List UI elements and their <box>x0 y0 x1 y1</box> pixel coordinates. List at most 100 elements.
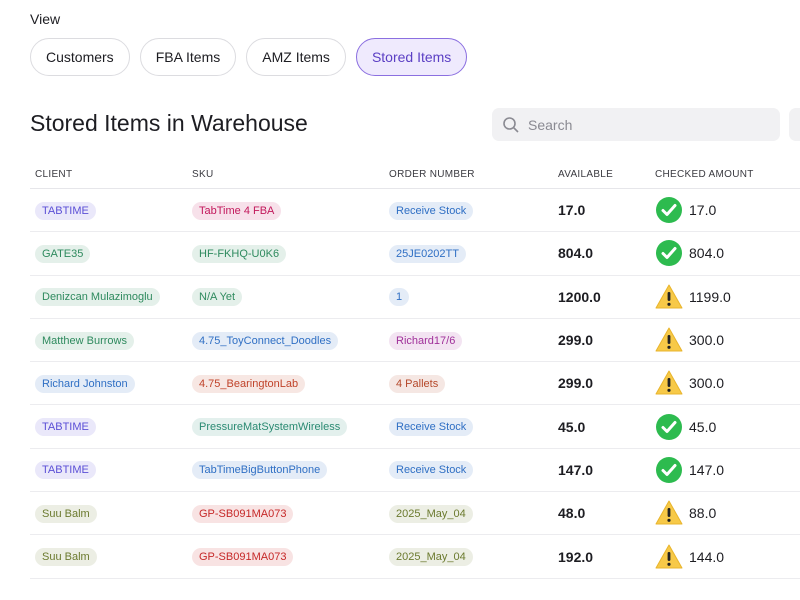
table-row: Denizcan Mulazimoglu N/A Yet 1 1200.0 1199.0 <box>30 276 800 319</box>
order-tag: Receive Stock <box>389 418 474 437</box>
tab[interactable]: AMZ Items <box>246 38 346 76</box>
client-tag: GATE35 <box>35 244 91 263</box>
check-icon <box>656 197 682 224</box>
order-tag: Receive Stock <box>389 461 474 480</box>
search-box[interactable]: Search <box>492 108 780 141</box>
warning-icon <box>655 500 683 525</box>
client-tag: Suu Balm <box>35 548 97 567</box>
table-row: Suu Balm GP-SB091MA073 2025_May_04 192.0 144… <box>30 535 800 579</box>
checked-amount: 17.0 <box>689 202 717 219</box>
sku-tag: 4.75_BearingtonLab <box>192 374 306 393</box>
available-cell: 45.0 <box>558 418 586 435</box>
order-cell: Richard17/6 <box>389 331 558 350</box>
sku-tag: HF-FKHQ-U0K6 <box>192 244 287 263</box>
heading: Stored Items in Warehouse <box>30 110 308 136</box>
client-tag: TABTIME <box>35 201 96 220</box>
checked-cell: 300.0 <box>655 326 800 354</box>
check-icon <box>656 456 682 483</box>
sku-cell: GP-SB091MA073 <box>192 547 389 567</box>
sku-cell: TabTimeBigButtonPhone <box>192 460 389 480</box>
order-tag: Richard17/6 <box>389 331 463 350</box>
tab[interactable]: Customers <box>30 38 130 76</box>
order-tag: 25JE0202TT <box>389 244 466 263</box>
warning-icon <box>655 327 683 352</box>
client-cell: Matthew Burrows <box>30 331 192 350</box>
table-row: Richard Johnston 4.75_BearingtonLab 4 Pall… <box>30 362 800 406</box>
sku-tag: TabTime 4 FBA <box>192 201 282 220</box>
table-row: Suu Balm GP-SB091MA073 2025_May_04 48.0 88.0 <box>30 492 800 536</box>
client-tag: TABTIME <box>35 461 96 480</box>
order-tag: 1 <box>389 288 410 307</box>
order-cell: Receive Stock <box>389 460 558 480</box>
sku-cell: PressureMatSystemWireless <box>192 417 389 437</box>
client-cell: Suu Balm <box>30 504 192 523</box>
checked-amount: 144.0 <box>689 548 725 565</box>
table-row: TABTIME PressureMatSystemWireless Receive … <box>30 405 800 449</box>
client-tag: Richard Johnston <box>35 374 135 393</box>
column-header: SKU <box>192 168 214 180</box>
column-header: AVAILABLE <box>558 168 614 180</box>
view-label: View <box>30 11 61 27</box>
client-cell: TABTIME <box>30 417 192 437</box>
checked-cell: 45.0 <box>655 413 800 441</box>
sku-cell: 4.75_ToyConnect_Doodles <box>192 331 389 350</box>
order-cell: 1 <box>389 287 558 307</box>
checked-amount: 300.0 <box>689 332 725 349</box>
checked-cell: 144.0 <box>655 543 800 571</box>
sku-tag: TabTimeBigButtonPhone <box>192 461 328 480</box>
checked-amount: 45.0 <box>689 418 717 435</box>
column-header: CLIENT <box>35 168 73 180</box>
checked-amount: 804.0 <box>689 245 725 262</box>
order-cell: Receive Stock <box>389 201 558 220</box>
order-tag: 2025_May_04 <box>389 504 473 523</box>
sku-cell: TabTime 4 FBA <box>192 201 389 220</box>
checked-cell: 1199.0 <box>655 283 800 311</box>
client-cell: Suu Balm <box>30 547 192 567</box>
order-cell: 2025_May_04 <box>389 504 558 523</box>
checked-amount: 1199.0 <box>689 288 731 305</box>
sku-cell: 4.75_BearingtonLab <box>192 374 389 393</box>
warning-icon <box>655 544 683 569</box>
sku-tag: N/A Yet <box>192 288 243 307</box>
client-cell: Richard Johnston <box>30 374 192 393</box>
check-icon <box>656 240 682 267</box>
checked-cell: 17.0 <box>655 196 800 224</box>
filter-box[interactable] <box>789 108 800 141</box>
sku-tag: GP-SB091MA073 <box>192 548 294 567</box>
client-cell: TABTIME <box>30 201 192 220</box>
available-cell: 299.0 <box>558 375 594 392</box>
check-icon <box>656 413 682 440</box>
order-tag: 2025_May_04 <box>389 548 473 567</box>
table-row: Matthew Burrows 4.75_ToyConnect_Doodles Ri… <box>30 319 800 363</box>
column-header: CHECKED AMOUNT <box>655 168 754 180</box>
available-cell: 299.0 <box>558 332 594 349</box>
client-cell: TABTIME <box>30 460 192 480</box>
sku-tag: PressureMatSystemWireless <box>192 418 348 437</box>
search-placeholder: Search <box>528 116 573 133</box>
table-row: TABTIME TabTime 4 FBA Receive Stock 17.0 17.… <box>30 189 800 233</box>
tab[interactable]: FBA Items <box>139 38 237 76</box>
tab-bar: Customers FBA Items AMZ Items Stored Items <box>30 38 468 76</box>
column-header: ORDER NUMBER <box>389 168 475 180</box>
available-cell: 192.0 <box>558 548 594 565</box>
available-cell: 147.0 <box>558 461 594 478</box>
sku-tag: 4.75_ToyConnect_Doodles <box>192 331 339 350</box>
client-tag: Denizcan Mulazimoglu <box>35 288 160 307</box>
order-cell: 4 Pallets <box>389 374 558 393</box>
tab[interactable]: Stored Items <box>355 38 468 76</box>
checked-cell: 147.0 <box>655 456 800 484</box>
sku-cell: N/A Yet <box>192 287 389 307</box>
checked-cell: 804.0 <box>655 239 800 267</box>
available-cell: 804.0 <box>558 245 594 262</box>
available-cell: 48.0 <box>558 505 586 522</box>
client-tag: Matthew Burrows <box>35 331 134 350</box>
checked-cell: 300.0 <box>655 369 800 397</box>
search-icon <box>503 116 519 133</box>
available-cell: 1200.0 <box>558 288 601 305</box>
order-tag: Receive Stock <box>389 201 474 220</box>
checked-cell: 88.0 <box>655 499 800 527</box>
client-cell: Denizcan Mulazimoglu <box>30 287 192 307</box>
table: CLIENT SKU ORDER NUMBER AVAILABLE CHECKED AM… <box>30 160 800 579</box>
checked-amount: 88.0 <box>689 505 717 522</box>
